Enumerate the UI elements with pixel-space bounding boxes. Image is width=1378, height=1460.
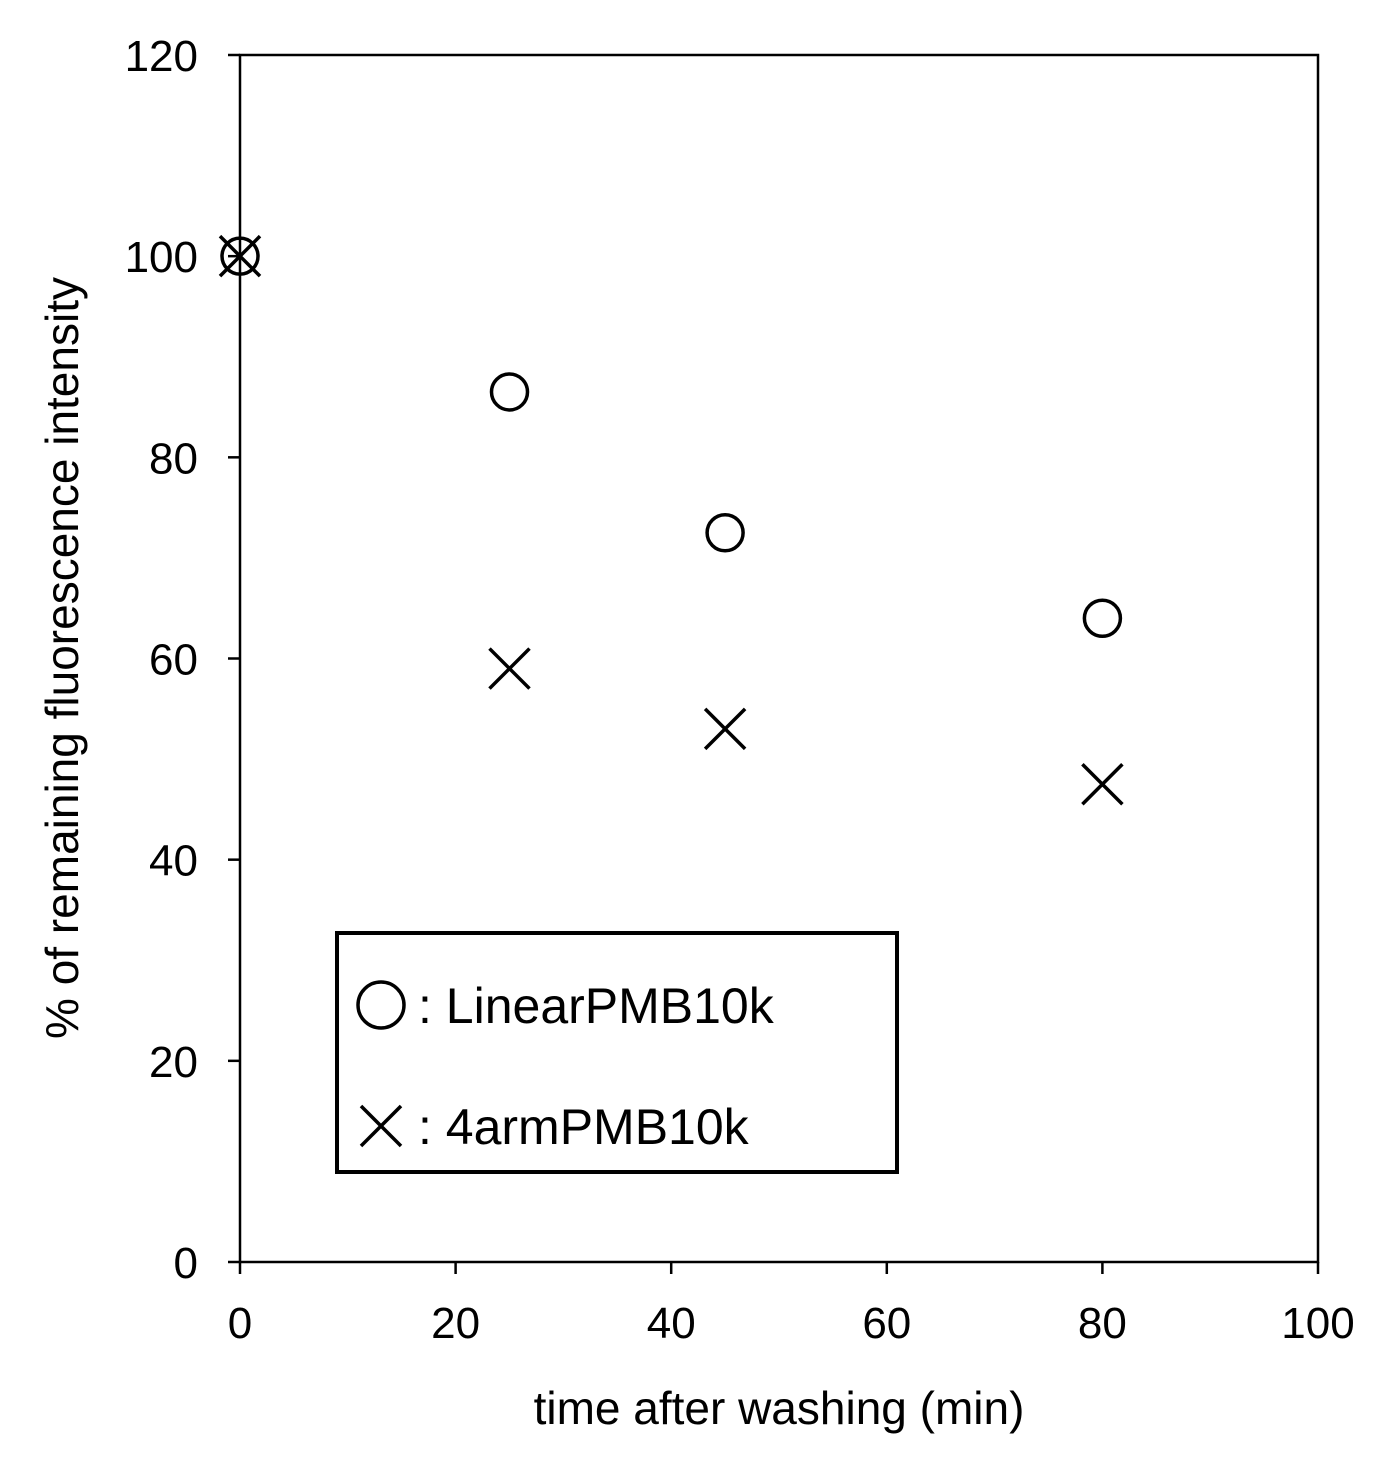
- legend-items: : LinearPMB10k : 4armPMB10k: [356, 978, 775, 1155]
- y-tick-label: 0: [174, 1239, 198, 1288]
- data-point-cross: [703, 707, 747, 751]
- data-point-circle: [1082, 598, 1123, 639]
- x-tick-label: 60: [862, 1299, 911, 1348]
- y-axis-ticks: 0 20 40 60 80 100 120: [125, 32, 240, 1288]
- data-point-cross-stroke-b: [488, 647, 531, 690]
- data-point-circle: [220, 236, 260, 276]
- data-point-cross: [1081, 762, 1124, 806]
- x-tick-label: 0: [228, 1299, 252, 1348]
- x-tick-label: 100: [1281, 1299, 1354, 1348]
- x-tick-label: 40: [647, 1299, 696, 1348]
- data-point-circle: [489, 372, 530, 412]
- x-axis-title: time after washing (min): [534, 1382, 1025, 1434]
- data-point-cross: [488, 647, 531, 690]
- y-tick-label: 40: [149, 837, 198, 886]
- y-tick-label: 20: [149, 1038, 198, 1087]
- legend-marker-cross: [359, 1104, 403, 1148]
- y-tick-label: 120: [125, 32, 198, 81]
- legend-marker-cross-stroke-b: [359, 1104, 403, 1148]
- data-point-cross: [218, 234, 262, 278]
- data-point-circle: [705, 513, 745, 553]
- data-markers: [218, 234, 1124, 806]
- x-axis-ticks: 0 20 40 60 80 100: [228, 1262, 1355, 1348]
- y-tick-label: 60: [149, 636, 198, 685]
- y-tick-label: 80: [149, 434, 198, 483]
- y-axis-title: % of remaining fluorescence intensity: [36, 277, 88, 1039]
- legend-label: : LinearPMB10k: [418, 978, 775, 1034]
- legend: : LinearPMB10k : 4armPMB10k: [335, 931, 899, 1174]
- data-point-cross-stroke-b: [703, 707, 747, 751]
- x-tick-label: 80: [1078, 1299, 1127, 1348]
- y-tick-label: 100: [125, 233, 198, 282]
- legend-marker-circle: [356, 980, 406, 1030]
- legend-box: [335, 931, 899, 1174]
- legend-label: : 4armPMB10k: [418, 1099, 750, 1155]
- data-point-cross-stroke-b: [1081, 762, 1124, 806]
- x-tick-label: 20: [431, 1299, 480, 1348]
- data-point-cross-stroke-b: [218, 234, 262, 278]
